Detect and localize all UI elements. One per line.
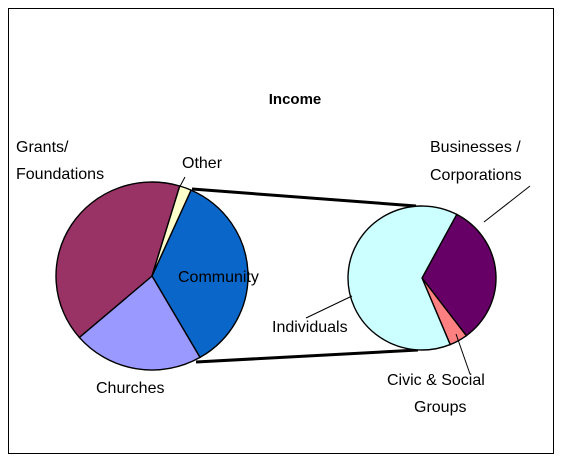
label-grants-line1: Grants/ (16, 139, 69, 156)
connector-lines (191, 187, 419, 364)
label-businesses-line1: Businesses / (430, 139, 521, 156)
label-businesses-line2: Corporations (430, 167, 522, 184)
leader-individuals (305, 295, 353, 319)
label-churches: Churches (96, 380, 164, 397)
leader-businesses (483, 185, 531, 223)
leader-other (177, 176, 186, 191)
label-community: Community (178, 269, 259, 286)
label-civic-line1: Civic & Social (387, 372, 485, 389)
connector-bottom (195, 348, 419, 364)
label-grants-line2: Foundations (16, 166, 104, 183)
leader-civic (455, 333, 471, 375)
label-civic-line2: Groups (414, 399, 466, 416)
chart-title: Income (269, 91, 322, 108)
slice-grants-foundations (55, 181, 181, 339)
slice-individuals (347, 205, 458, 351)
connector-top (191, 187, 417, 208)
label-individuals: Individuals (272, 319, 348, 336)
main-pie (55, 181, 249, 371)
sub-pie (347, 205, 497, 351)
label-other: Other (182, 155, 223, 172)
slice-churches (78, 274, 201, 371)
leader-lines (177, 176, 531, 375)
